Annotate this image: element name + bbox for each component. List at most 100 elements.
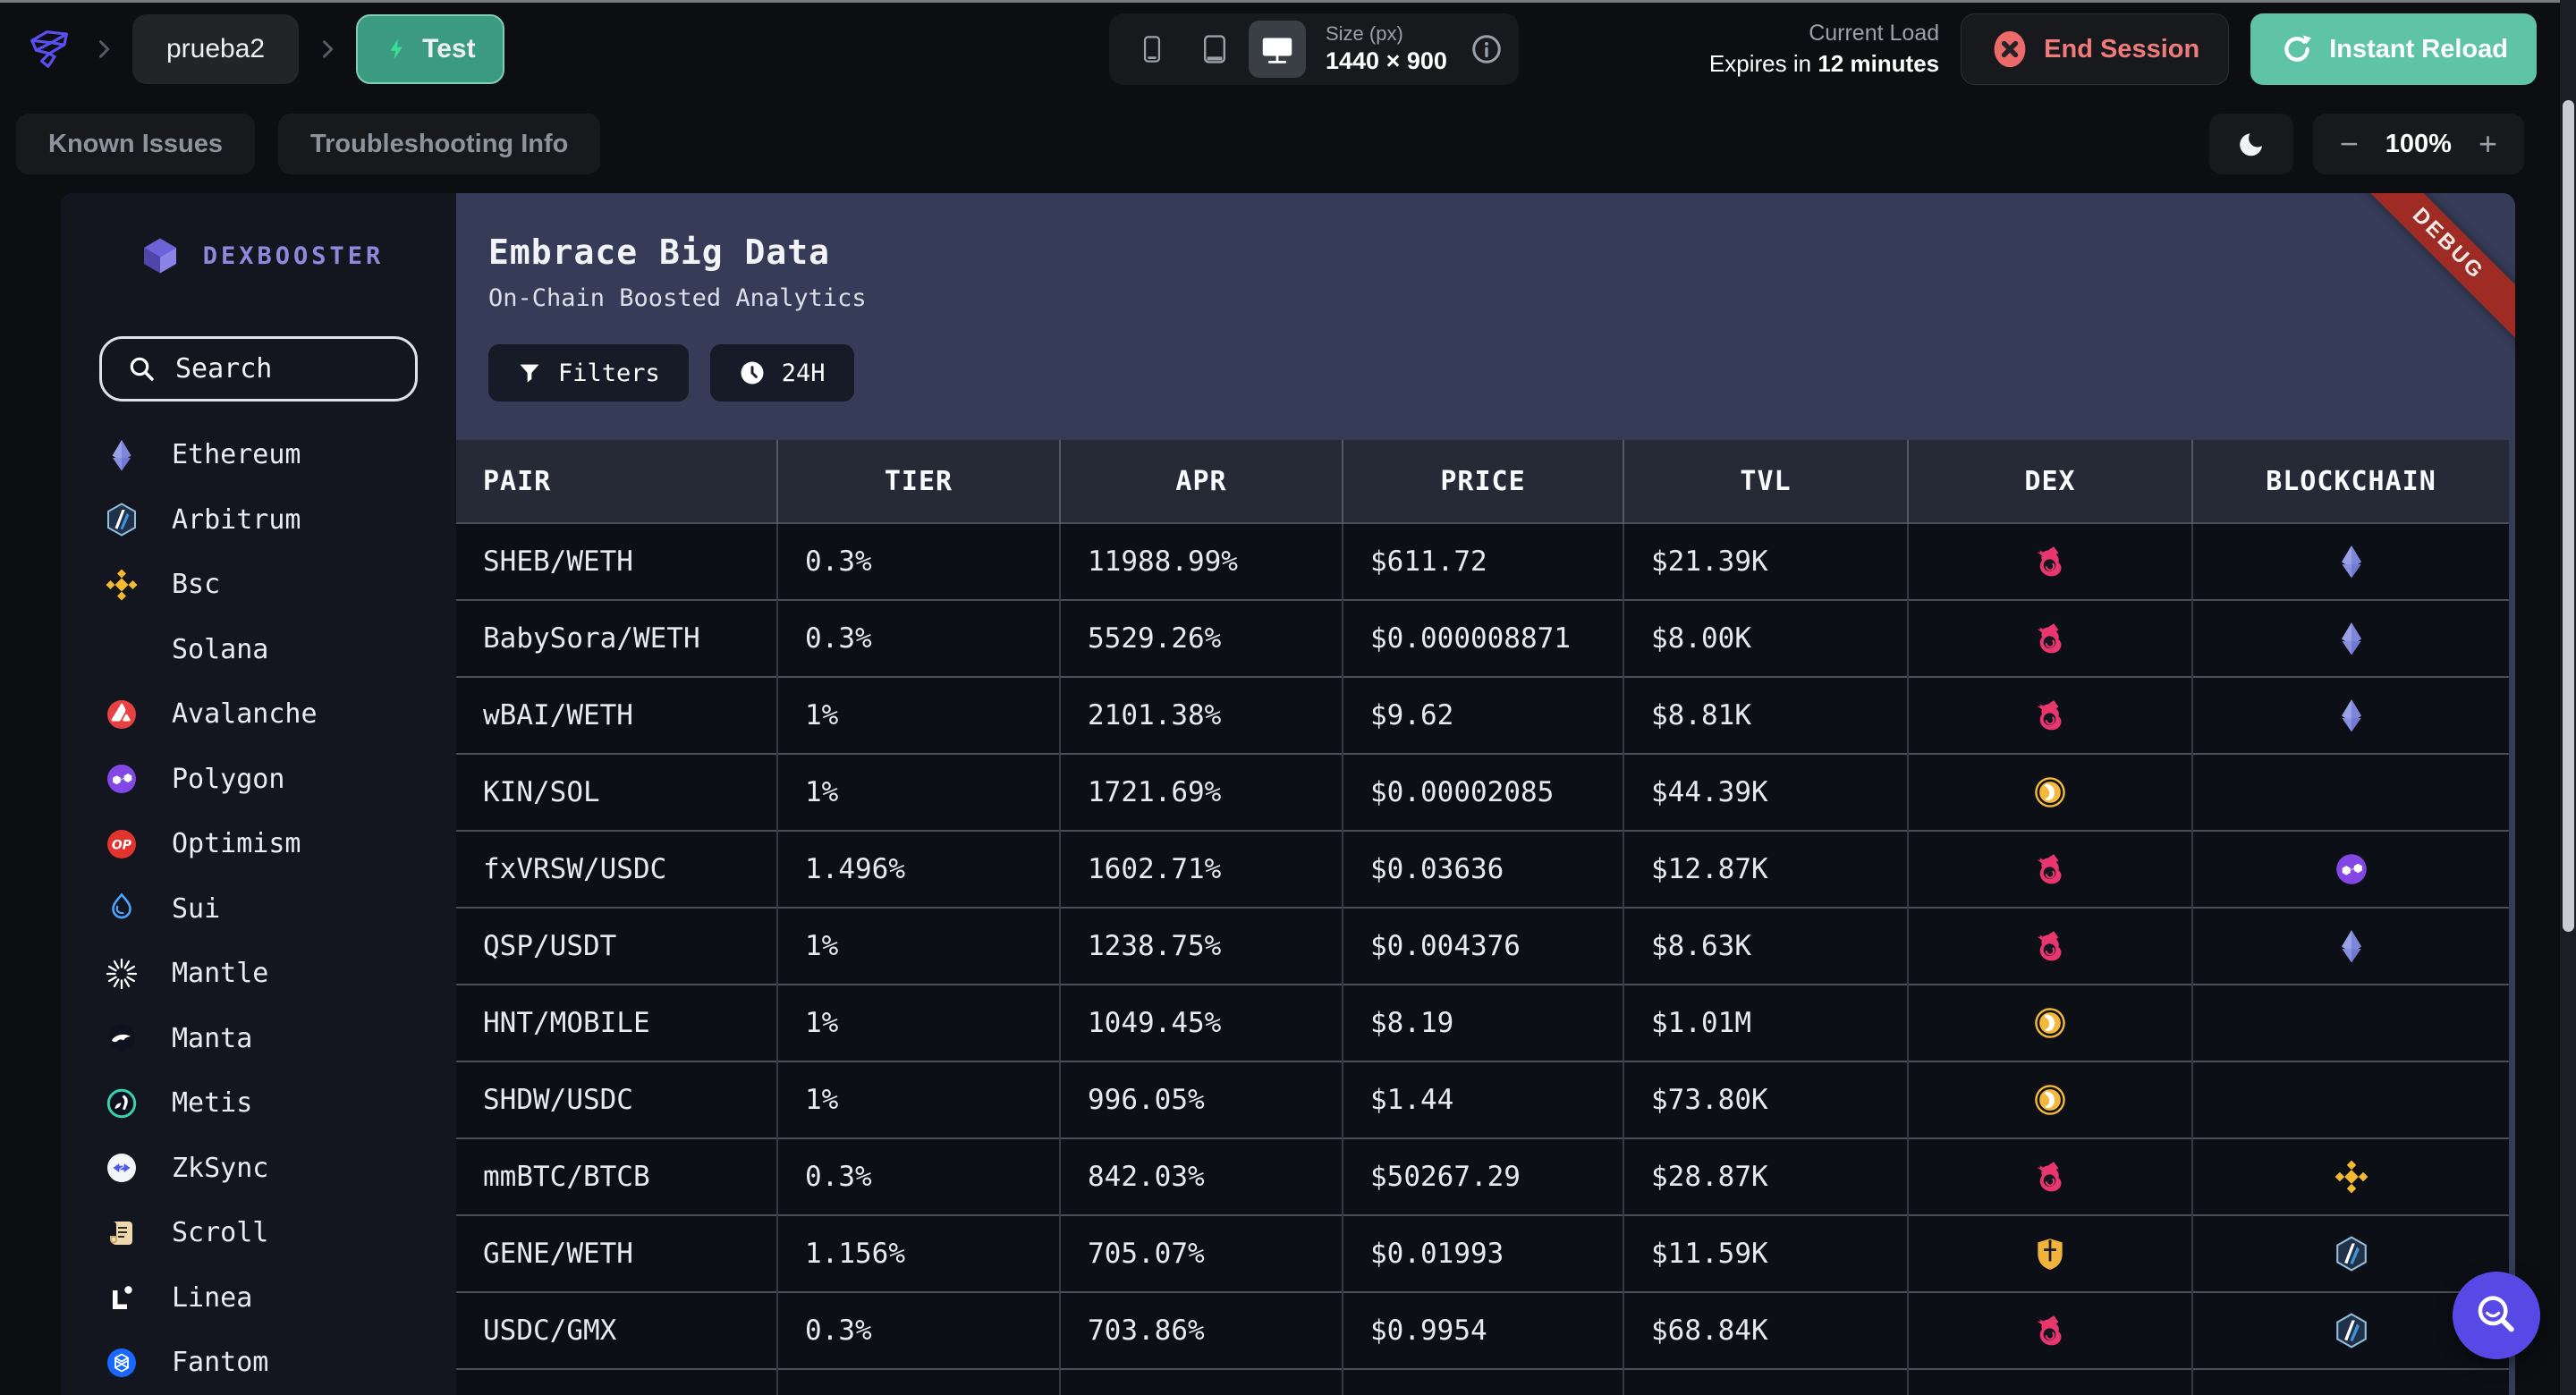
sidebar-chain-item[interactable]: Solana	[61, 617, 456, 682]
cell-tvl: $44.39K	[1623, 753, 1909, 831]
page-subtitle: On-Chain Boosted Analytics	[488, 284, 867, 312]
chain-label: Linea	[172, 1281, 253, 1314]
chain-label: Mantle	[172, 958, 269, 990]
sidebar-chain-item[interactable]: Manta	[61, 1006, 456, 1071]
table-row[interactable]: BabySora/WETH 0.3% 5529.26% $0.000008871…	[456, 599, 2509, 677]
device-phone-button[interactable]	[1123, 21, 1181, 78]
table-row[interactable]: mmBTC/BTCB 0.3% 842.03% $50267.29 $28.87…	[456, 1137, 2509, 1215]
cell-blockchain-icon	[2192, 676, 2509, 754]
cell-apr: 5529.26%	[1060, 599, 1343, 677]
cell-apr: 1049.45%	[1060, 984, 1343, 1061]
chain-icon	[104, 956, 140, 992]
breadcrumb-environment[interactable]: Test	[356, 14, 504, 84]
cell-dex-icon	[1908, 1137, 2193, 1215]
size-label: Size (px)	[1326, 22, 1403, 46]
dexbooster-brand-text: DEXBOOSTER	[202, 241, 385, 270]
dex-icon	[2031, 927, 2069, 965]
sidebar-chain-item[interactable]: Arbitrum	[61, 487, 456, 553]
table-row[interactable]: KIN/SOL 1% 1721.69% $0.00002085 $44.39K	[456, 753, 2509, 831]
cell-blockchain-icon	[2192, 830, 2509, 908]
instant-reload-label: Instant Reload	[2329, 34, 2508, 63]
table-row[interactable]: fxVRSW/USDC 1.496% 1602.71% $0.03636 $12…	[456, 830, 2509, 908]
sidebar-chain-item[interactable]: Mantle	[61, 942, 456, 1007]
device-tablet-button[interactable]	[1186, 21, 1243, 78]
cell-apr: 1602.71%	[1060, 830, 1343, 908]
dark-mode-toggle[interactable]	[2208, 114, 2293, 174]
table-row[interactable]: SHEB/WETH 0.3% 11988.99% $611.72 $21.39K	[456, 522, 2509, 600]
service-logo-icon[interactable]	[23, 21, 75, 77]
table-row[interactable]: USDC/GMX 0.3% 703.86% $0.9954 $68.84K	[456, 1291, 2509, 1369]
sidebar-chain-item[interactable]: Sui	[61, 876, 456, 942]
troubleshooting-info-button[interactable]: Troubleshooting Info	[278, 114, 601, 174]
chain-icon	[104, 502, 140, 537]
breadcrumb-chevron-icon	[323, 40, 334, 58]
chain-label: Metis	[172, 1087, 253, 1120]
blockchain-icon	[2333, 927, 2370, 965]
chain-label: Avalanche	[172, 698, 318, 731]
sidebar-chain-item[interactable]: Bsc	[61, 553, 456, 618]
window-top-edge	[0, 0, 2576, 3]
info-icon[interactable]	[1469, 31, 1504, 67]
table-body: SHEB/WETH 0.3% 11988.99% $611.72 $21.39K…	[456, 522, 2509, 1395]
sidebar-chain-item[interactable]: Avalanche	[61, 682, 456, 748]
timeframe-button[interactable]: 24H	[709, 344, 854, 402]
cell-pair: wBAI/WETH	[456, 676, 778, 754]
current-load-label: Current Load	[1809, 20, 1940, 46]
zoom-in-button[interactable]: +	[2478, 125, 2497, 162]
blockchain-icon	[2333, 850, 2370, 888]
blockchain-icon	[2333, 1235, 2370, 1272]
cell-pair: fxVRSW/USDC	[456, 830, 778, 908]
breadcrumb-chevron-icon	[99, 40, 110, 58]
cell-tier: 1.496%	[777, 830, 1061, 908]
table-row[interactable]: HNT/MOBILE 1% 1049.45% $8.19 $1.01M	[456, 984, 2509, 1061]
filters-button[interactable]: Filters	[488, 344, 689, 402]
sidebar-chain-item[interactable]: Metis	[61, 1071, 456, 1137]
breadcrumb-project[interactable]: prueba2	[132, 14, 300, 84]
cell-price: $0.01993	[1343, 1214, 1624, 1292]
sidebar-chain-item[interactable]: Fantom	[61, 1331, 456, 1395]
cell-pair: GENE/WETH	[456, 1214, 778, 1292]
main-content: Embrace Big Data On-Chain Boosted Analyt…	[456, 193, 2515, 1395]
sidebar-chain-item[interactable]: ZkSync	[61, 1136, 456, 1201]
blockchain-icon	[2333, 1312, 2370, 1349]
cell-tvl: $1.01M	[1623, 984, 1909, 1061]
magnifier-smile-icon	[2478, 1296, 2514, 1332]
search-input[interactable]	[175, 352, 390, 385]
chain-label: Polygon	[172, 763, 285, 795]
cell-dex-icon	[1908, 1061, 2193, 1138]
chain-label: Ethereum	[172, 439, 301, 471]
instant-reload-button[interactable]: Instant Reload	[2250, 13, 2537, 85]
table-row[interactable]: wBAI/WETH 1% 2101.38% $9.62 $8.81K	[456, 676, 2509, 754]
clock-icon	[741, 361, 764, 385]
zoom-out-button[interactable]: −	[2339, 125, 2359, 162]
cell-pair: SHDW/USDC	[456, 1061, 778, 1138]
cell-price: $1.44	[1343, 1061, 1624, 1138]
dexbooster-brand: DEXBOOSTER	[61, 229, 456, 283]
table-header-row: PAIR TIER APR PRICE TVL DEX BLOCKCHAIN	[456, 440, 2509, 523]
table-row-partial	[456, 1368, 2509, 1395]
sidebar-chain-item[interactable]: Optimism	[61, 812, 456, 877]
cell-pair: BabySora/WETH	[456, 599, 778, 677]
known-issues-button[interactable]: Known Issues	[16, 114, 255, 174]
size-value: 1440 × 900	[1326, 46, 1447, 74]
search-box[interactable]	[99, 336, 418, 402]
device-desktop-button[interactable]	[1249, 21, 1306, 78]
zoom-fab-button[interactable]	[2453, 1272, 2540, 1359]
cell-dex-icon	[1908, 984, 2193, 1061]
sidebar-chain-item[interactable]: Ethereum	[61, 423, 456, 488]
cell-dex-icon	[1908, 1214, 2193, 1292]
sidebar-chain-item[interactable]: Polygon	[61, 747, 456, 812]
end-session-button[interactable]: End Session	[1961, 13, 2230, 85]
cell-tier: 1.156%	[777, 1214, 1061, 1292]
dex-icon	[2031, 774, 2069, 811]
cell-tvl: $21.39K	[1623, 522, 1909, 600]
table-row[interactable]: SHDW/USDC 1% 996.05% $1.44 $73.80K	[456, 1061, 2509, 1138]
cell-blockchain-icon	[2192, 984, 2509, 1061]
table-row[interactable]: GENE/WETH 1.156% 705.07% $0.01993 $11.59…	[456, 1214, 2509, 1292]
sidebar-chain-item[interactable]: Scroll	[61, 1201, 456, 1266]
cell-tier: 1%	[777, 984, 1061, 1061]
sidebar-chain-item[interactable]: Linea	[61, 1265, 456, 1331]
table-row[interactable]: QSP/USDT 1% 1238.75% $0.004376 $8.63K	[456, 907, 2509, 985]
chain-label: Optimism	[172, 828, 301, 860]
scrollbar-thumb[interactable]	[2563, 100, 2574, 932]
